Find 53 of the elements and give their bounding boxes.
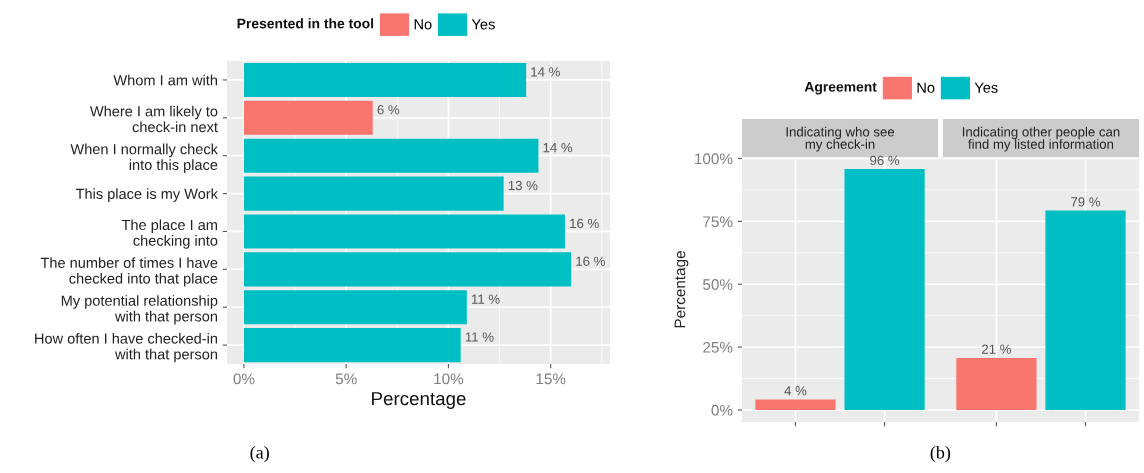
data-label: 14 % xyxy=(531,67,560,77)
data-label: 16 % xyxy=(576,256,605,266)
text: (b) xyxy=(930,445,951,463)
y-tick-label: 0% xyxy=(711,404,733,416)
bar xyxy=(844,169,925,410)
data-label: 96 % xyxy=(870,155,900,166)
data-label: 13 % xyxy=(508,180,538,191)
legend-label: No xyxy=(414,19,432,30)
bar xyxy=(1045,210,1126,410)
data-label: 6 % xyxy=(377,105,400,115)
y-tick-label: The place I am checking into xyxy=(121,219,218,249)
legend-label: No xyxy=(917,82,935,93)
data-label: 11 % xyxy=(472,294,500,304)
x-tick-label: Indicating other people can find my listed information xyxy=(962,126,1120,152)
bar xyxy=(243,62,527,97)
legend-title: Agreement xyxy=(804,82,877,95)
bar xyxy=(243,252,572,287)
y-tick-label: 100% xyxy=(695,153,733,165)
bar xyxy=(243,100,373,135)
x-tick-label: 5% xyxy=(335,373,357,385)
bar xyxy=(243,290,467,325)
data-label: 79 % xyxy=(1071,197,1101,207)
data-label: 16 % xyxy=(570,218,599,229)
legend-label: Yes xyxy=(974,82,998,93)
x-tick-label: 0% xyxy=(233,373,255,385)
y-tick-label: 75% xyxy=(703,216,733,228)
text: (a) xyxy=(250,445,269,463)
y-tick-label: Whom I am with xyxy=(113,74,217,86)
data-label: 11 % xyxy=(465,332,494,342)
data-label: 4 % xyxy=(784,386,807,396)
bar xyxy=(755,399,836,410)
bar xyxy=(243,214,565,249)
y-axis-title: Percentage xyxy=(674,251,689,328)
data-label: 14 % xyxy=(543,143,573,153)
x-tick-label: 15% xyxy=(536,373,566,385)
legend-label: Yes xyxy=(471,19,495,30)
y-tick-label: The number of times I have checked into that place xyxy=(40,257,218,287)
y-tick-label: 50% xyxy=(703,279,733,290)
x-axis-title: Percentage xyxy=(372,392,466,409)
y-tick-label: My potential relationship with that person xyxy=(61,295,218,325)
y-tick-label: How often I have checked-in with that person xyxy=(35,333,218,363)
x-tick-label: Indicating who see my check-in xyxy=(786,126,895,152)
legend-title: Presented in the tool xyxy=(237,18,374,29)
bar xyxy=(243,176,504,211)
bar xyxy=(243,328,461,363)
bar xyxy=(243,138,539,173)
y-tick-label: This place is my Work xyxy=(75,188,218,202)
y-tick-label: Where I am likely to check-in next xyxy=(89,105,218,133)
bar xyxy=(956,357,1037,410)
x-tick-label: 10% xyxy=(434,373,464,385)
y-tick-label: When I normally check into this place xyxy=(70,143,218,173)
y-tick-label: 25% xyxy=(703,341,733,353)
data-label: 21 % xyxy=(982,344,1011,354)
